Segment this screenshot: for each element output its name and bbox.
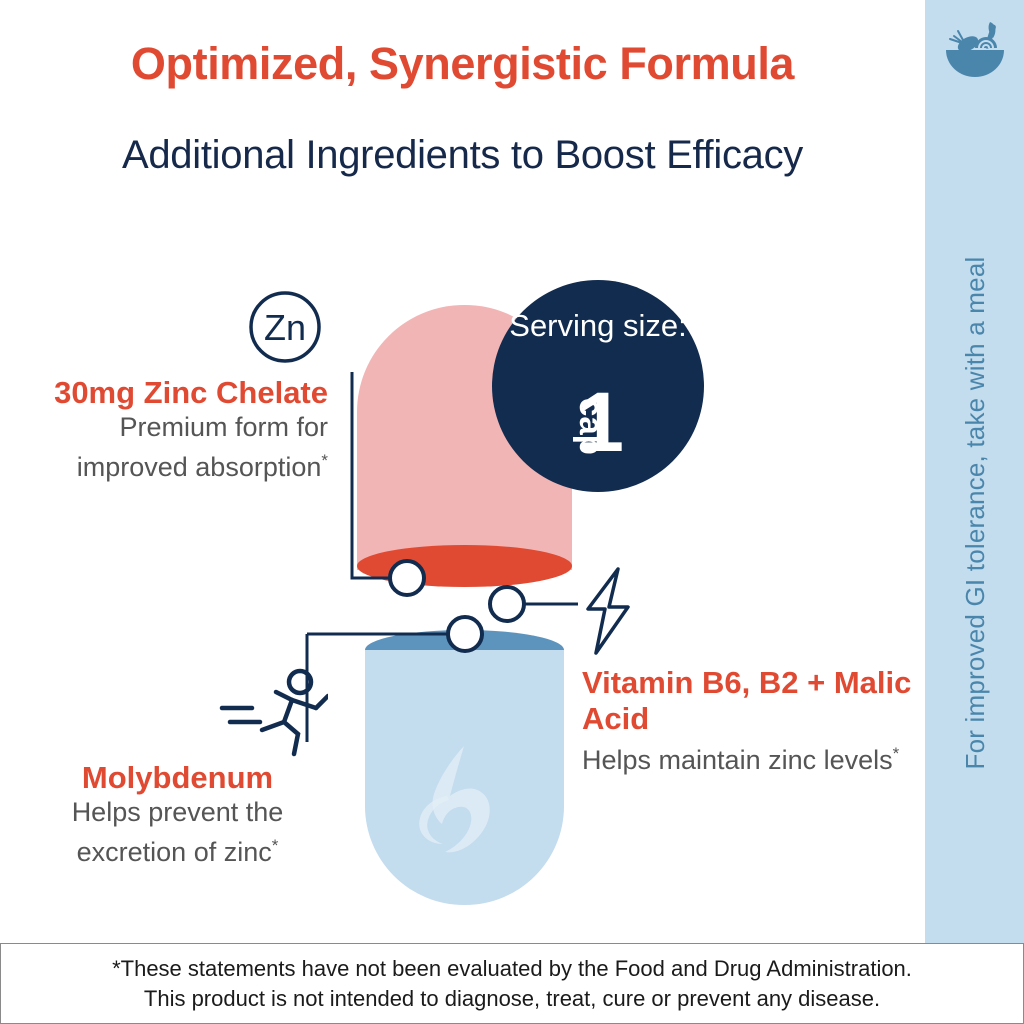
footnote-asterisk: * — [271, 836, 279, 855]
ingredient-subtext-b6-b2-malic: Helps maintain zinc levels* — [582, 737, 912, 777]
svg-text:Zn: Zn — [264, 307, 306, 348]
running-person-icon — [218, 668, 331, 763]
serving-size-badge: Serving size: 1 cap — [492, 280, 704, 492]
capsule-top-rim — [357, 545, 572, 587]
brand-emblem-icon — [409, 740, 505, 863]
zn-element-icon: Zn — [248, 290, 322, 369]
sidebar-usage-note: For improved GI tolerance, take with a m… — [925, 0, 1024, 943]
lightning-bolt-icon — [578, 565, 636, 662]
footer-disclaimer-text: *These statements have not been evaluate… — [112, 955, 912, 1011]
ingredient-block-b6-b2-malic: Vitamin B6, B2 + Malic Acid Helps mainta… — [582, 665, 912, 777]
sidebar-usage-text: For improved GI tolerance, take with a m… — [959, 256, 990, 770]
ingredient-subtext-zinc-text: Premium form for improved absorption — [76, 412, 328, 482]
serving-size-unit: cap — [573, 398, 610, 455]
salad-bowl-icon — [942, 16, 1008, 87]
ingredient-block-zinc: 30mg Zinc Chelate Premium form for impro… — [28, 375, 328, 484]
footnote-asterisk: * — [892, 744, 900, 763]
ingredient-heading-molybdenum: Molybdenum — [81, 760, 274, 795]
ingredient-heading-b6-b2-malic: Vitamin B6, B2 + Malic Acid — [582, 665, 912, 736]
ingredient-subtext-b6-b2-malic-text: Helps maintain zinc levels — [582, 745, 893, 775]
page-title: Optimized, Synergistic Formula — [130, 38, 795, 89]
ingredient-heading-zinc: 30mg Zinc Chelate — [54, 375, 328, 410]
footnote-asterisk: * — [321, 451, 328, 470]
footer-disclaimer: *These statements have not been evaluate… — [0, 943, 1024, 1024]
ingredient-subtext-zinc: Premium form for improved absorption* — [28, 411, 328, 484]
capsule-bottom-half — [365, 650, 564, 905]
ingredient-subtext-molybdenum: Helps prevent the excretion of zinc* — [20, 796, 335, 869]
ingredient-subtext-molybdenum-text: Helps prevent the excretion of zinc — [71, 797, 284, 867]
page-subtitle: Additional Ingredients to Boost Efficacy — [121, 133, 803, 177]
serving-size-number: 1 — [577, 375, 624, 469]
ingredient-block-molybdenum: Molybdenum Helps prevent the excretion o… — [20, 760, 335, 869]
serving-size-label: Serving size: — [509, 308, 687, 343]
